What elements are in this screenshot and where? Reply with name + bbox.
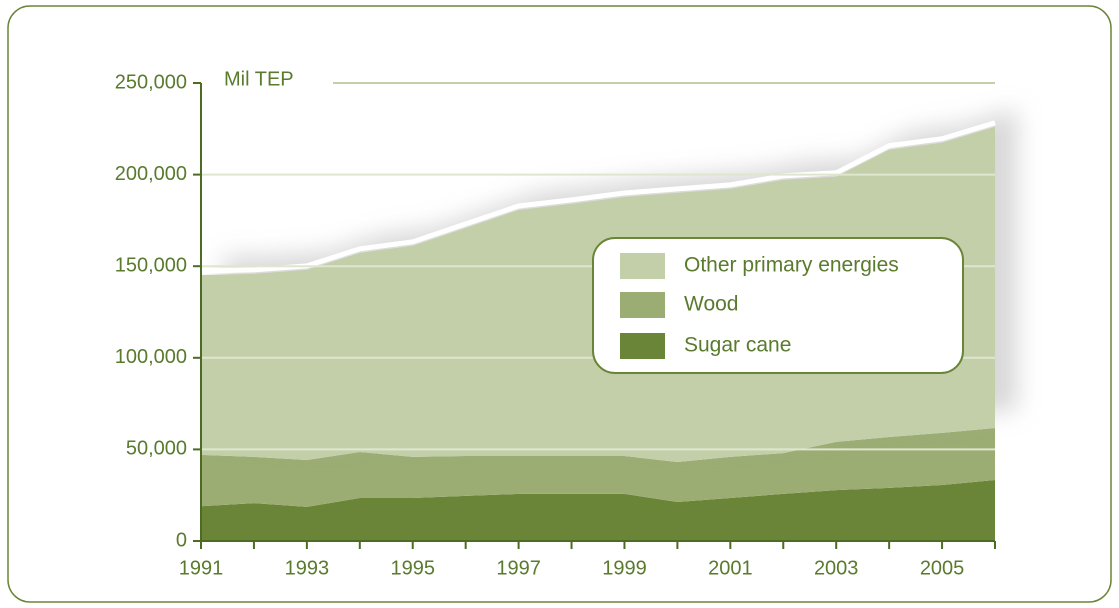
area	[201, 427, 995, 507]
y-tick-label: 100,000	[115, 346, 187, 368]
y-tick-label: 250,000	[115, 71, 187, 93]
x-tick-label: 2001	[708, 557, 753, 579]
y-tick-label: 150,000	[115, 254, 187, 276]
x-tick-label: 1991	[179, 557, 224, 579]
area	[201, 479, 995, 541]
legend-swatch	[620, 253, 665, 279]
y-axis-label: Mil TEP	[224, 68, 294, 90]
y-tick-label: 0	[176, 529, 187, 551]
x-tick-label: 1997	[496, 557, 541, 579]
x-tick-label: 1995	[390, 557, 435, 579]
x-tick-label: 1993	[285, 557, 330, 579]
top-outline	[200, 120, 996, 274]
y-tick-label: 200,000	[115, 163, 187, 185]
y-tick-label: 50,000	[126, 438, 187, 460]
x-tick-label: 2005	[920, 557, 965, 579]
x-tick-label: 2003	[814, 557, 859, 579]
legend-label: Sugar cane	[684, 334, 791, 357]
legend-box	[592, 237, 964, 374]
legend-swatch	[620, 292, 665, 318]
legend-label: Wood	[684, 293, 738, 316]
legend-label: Other primary energies	[684, 254, 899, 277]
legend-swatch	[620, 333, 665, 359]
x-tick-label: 1999	[602, 557, 647, 579]
